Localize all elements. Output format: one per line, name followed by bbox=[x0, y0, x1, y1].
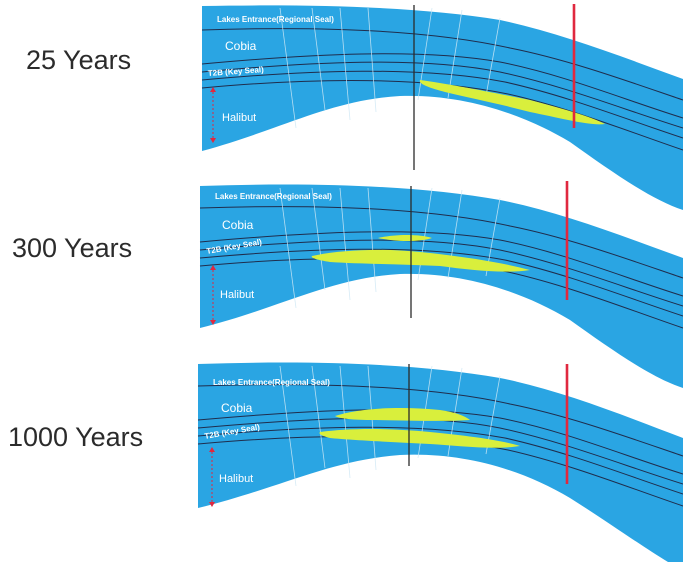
formation-section bbox=[202, 5, 683, 210]
label-halibut: Halibut bbox=[220, 289, 254, 301]
horizon-lines bbox=[201, 28, 683, 151]
formation-section bbox=[200, 184, 683, 388]
label-cobia: Cobia bbox=[221, 401, 253, 415]
label-halibut: Halibut bbox=[222, 112, 256, 124]
halibut-thickness-arrow bbox=[210, 265, 216, 325]
time-label-300: 300 Years bbox=[12, 233, 133, 263]
time-label-1000: 1000 Years bbox=[8, 422, 144, 452]
co2-plume bbox=[319, 429, 520, 448]
label-halibut: Halibut bbox=[219, 473, 253, 485]
co2-plume-upper bbox=[378, 235, 432, 241]
label-cobia: Cobia bbox=[225, 39, 257, 53]
panel-25-years: Lakes Entrance(Regional Seal) Cobia T2B … bbox=[201, 4, 683, 210]
label-regional-seal: Lakes Entrance(Regional Seal) bbox=[215, 192, 332, 201]
fault-lines bbox=[279, 7, 501, 129]
formation-section bbox=[198, 362, 683, 562]
label-regional-seal: Lakes Entrance(Regional Seal) bbox=[213, 378, 330, 387]
halibut-thickness-arrow bbox=[210, 87, 216, 143]
label-key-seal: T2B (Key Seal) bbox=[208, 65, 265, 78]
panel-300-years: Lakes Entrance(Regional Seal) Cobia T2B … bbox=[199, 181, 683, 388]
halibut-thickness-arrow bbox=[209, 447, 215, 507]
co2-plume bbox=[311, 249, 530, 272]
time-label-25: 25 Years bbox=[26, 45, 132, 75]
label-cobia: Cobia bbox=[222, 218, 254, 232]
panel-1000-years: Lakes Entrance(Regional Seal) Cobia T2B … bbox=[197, 362, 683, 562]
label-regional-seal: Lakes Entrance(Regional Seal) bbox=[217, 15, 334, 24]
co2-plume bbox=[419, 80, 605, 125]
co2-plume-upper bbox=[335, 408, 470, 421]
